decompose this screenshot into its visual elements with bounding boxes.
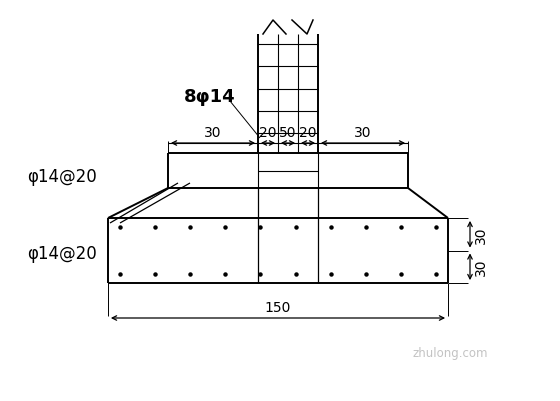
Text: φ14@20: φ14@20 <box>27 244 97 262</box>
Text: 20: 20 <box>259 126 277 140</box>
Text: 30: 30 <box>474 258 488 276</box>
Text: 150: 150 <box>265 300 291 314</box>
Text: 8φ14: 8φ14 <box>184 88 236 106</box>
Text: 30: 30 <box>474 226 488 243</box>
Text: zhulong.com: zhulong.com <box>412 346 488 360</box>
Text: 30: 30 <box>354 126 372 140</box>
Text: 50: 50 <box>279 126 297 140</box>
Text: 30: 30 <box>204 126 222 140</box>
Text: 20: 20 <box>299 126 317 140</box>
Text: φ14@20: φ14@20 <box>27 168 97 186</box>
